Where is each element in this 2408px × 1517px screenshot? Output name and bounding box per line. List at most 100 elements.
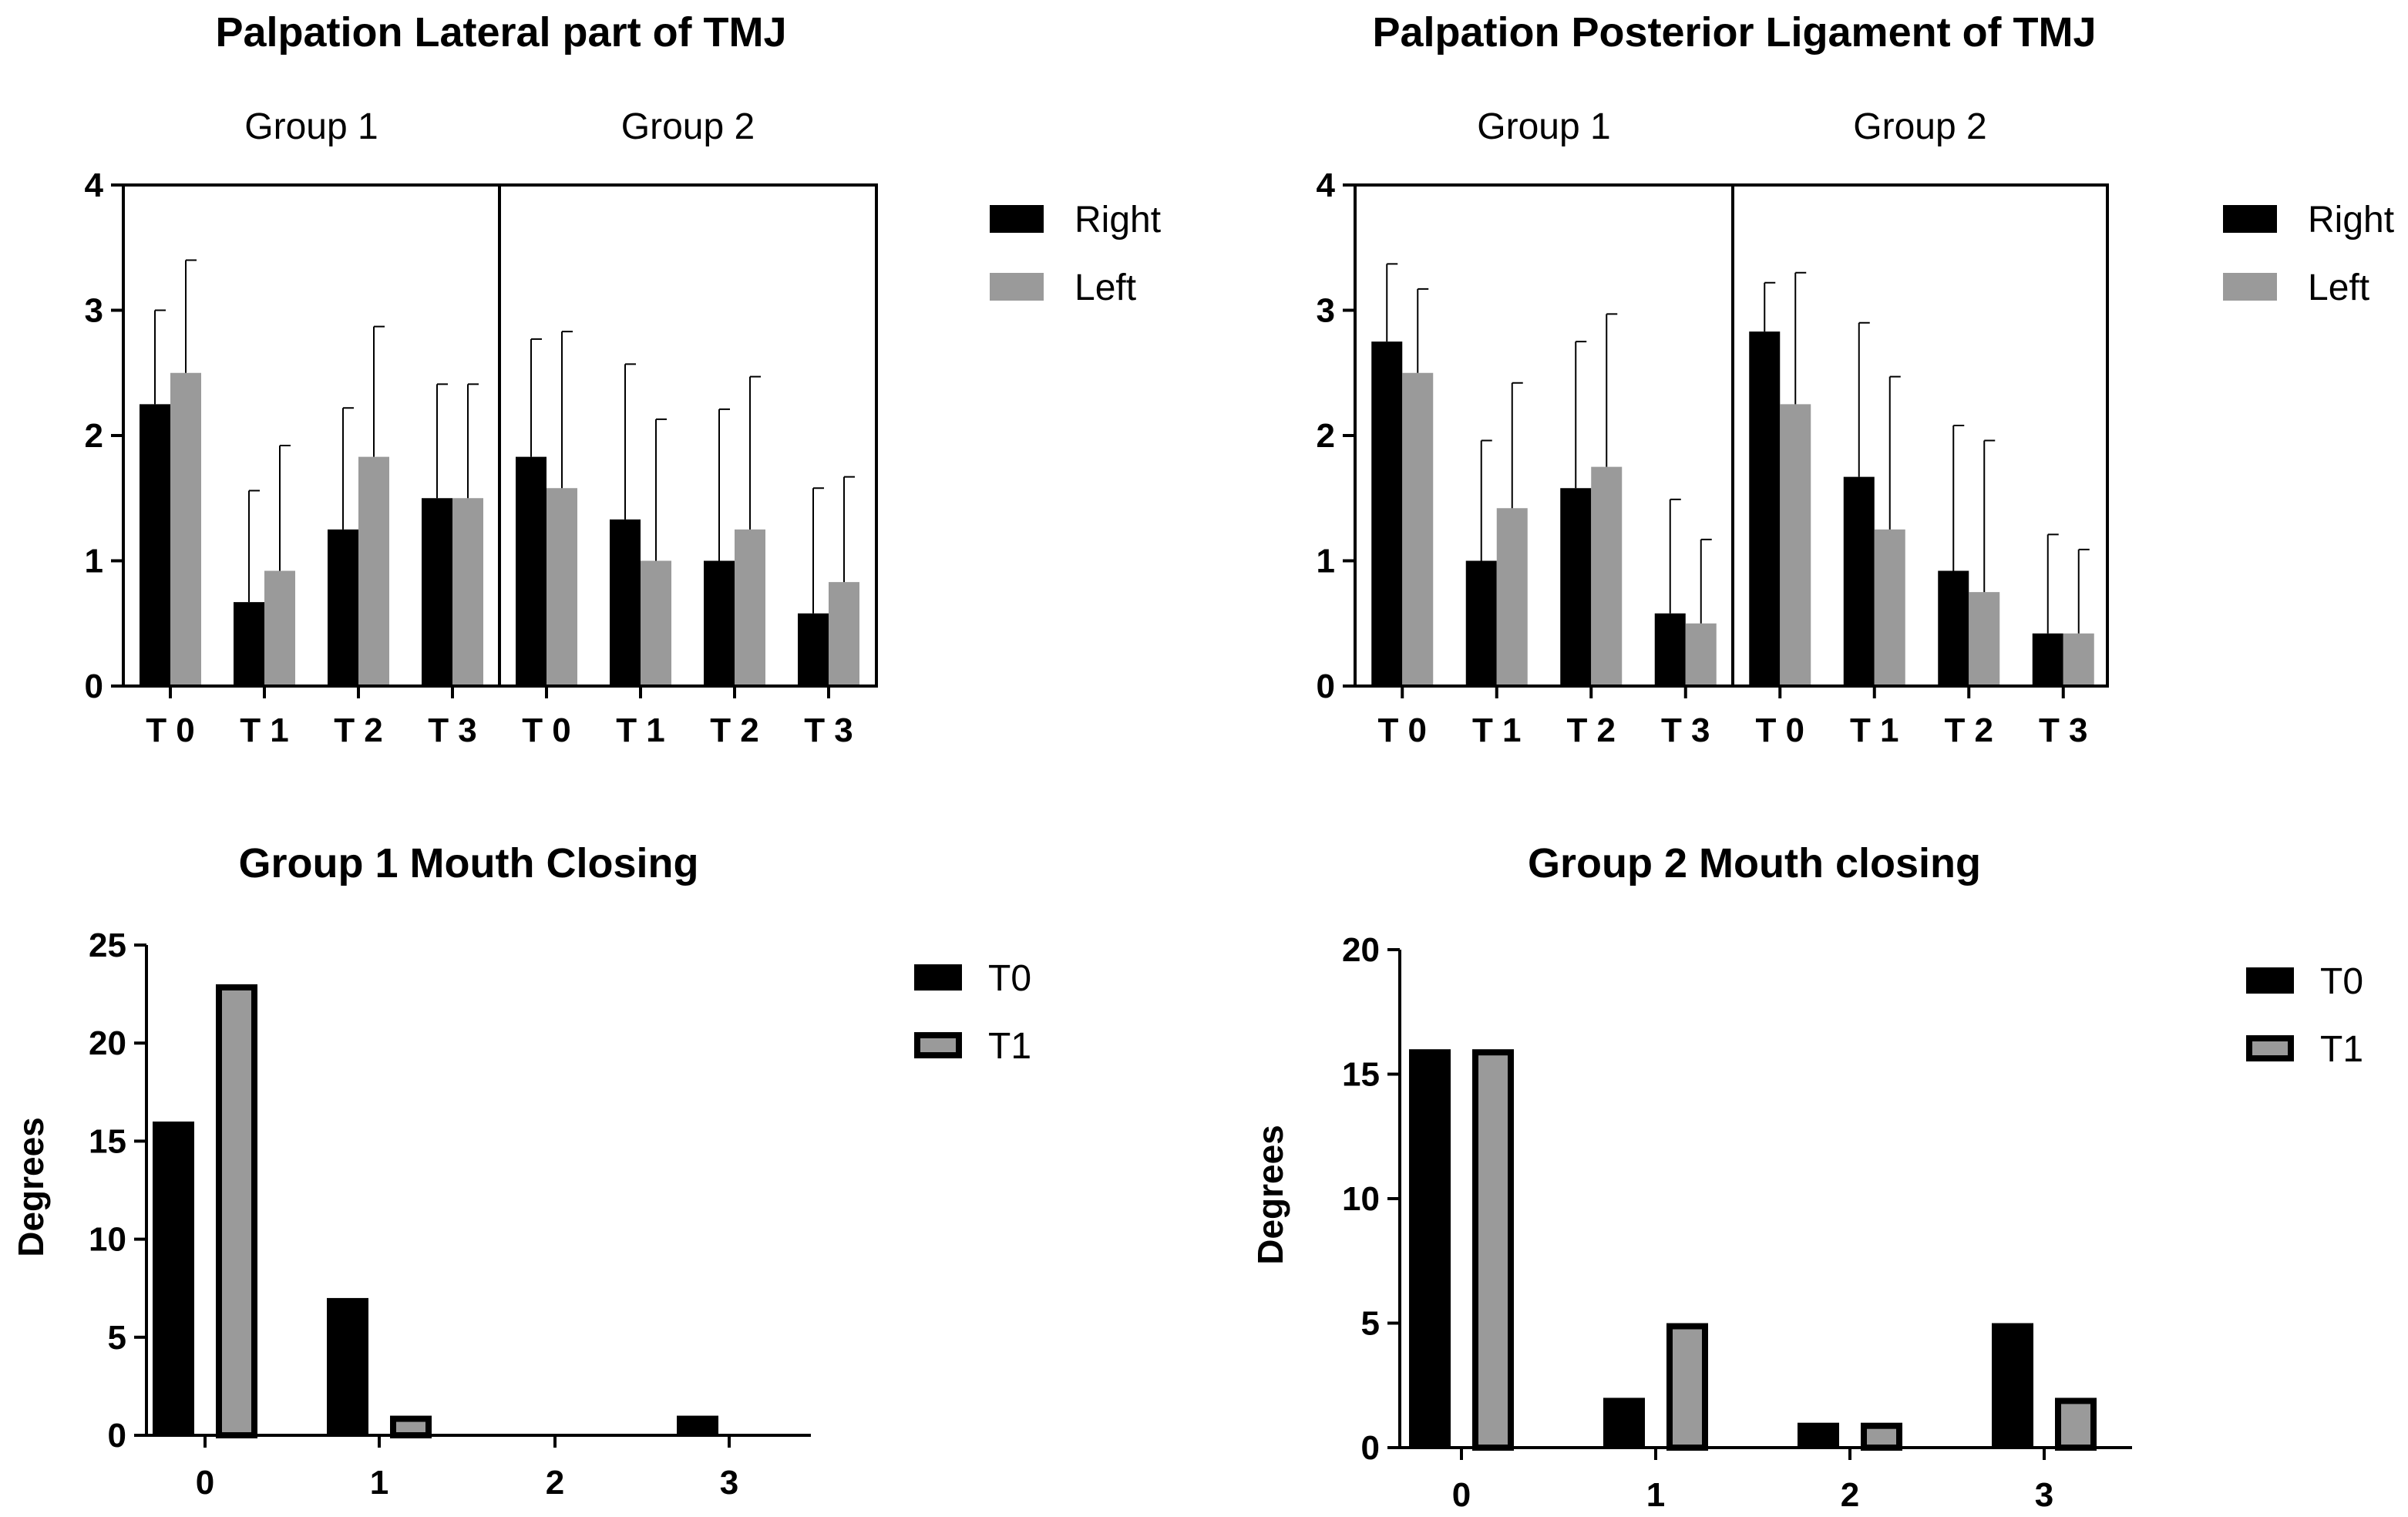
panel-a-bar-left [170, 372, 201, 686]
panel-b-bar-left [1969, 592, 2000, 686]
panel-c-y-axis-label: Degrees [11, 1117, 51, 1257]
panel-c-bar-t0 [153, 1121, 194, 1435]
panel-b-ytick-label: 0 [1317, 668, 1335, 705]
panel-a-xtick-label: T 2 [710, 711, 759, 749]
panel-b-bar-right [1560, 488, 1592, 686]
panel-c-ytick-label: 20 [89, 1024, 126, 1062]
panel-d-legend-swatch [2246, 1035, 2294, 1061]
panel-d-bar-t0 [1798, 1422, 1839, 1448]
panel-d-xtick-label: 3 [2035, 1476, 2053, 1514]
panel-d-title: Group 2 Mouth closing [1528, 840, 1981, 886]
panel-a-bar-right [422, 498, 452, 686]
panel-d: Group 2 Mouth closing Degrees 0 5 10 15 20 0 1 2 3… [1250, 840, 2363, 1514]
panel-b-group-frame [1731, 183, 2109, 688]
panel-c-legend-swatch [914, 1032, 962, 1058]
panel-b-legend-swatch [2223, 273, 2277, 301]
panel-b-xtick-label: T 2 [1566, 711, 1616, 749]
panel-a-bar-left [452, 498, 483, 686]
panel-b-bar-left [1874, 529, 1905, 686]
panel-b-group-label: Group 1 [1477, 106, 1610, 147]
panel-a-legend-swatch [990, 273, 1044, 301]
panel-a-legend-label: Left [1075, 267, 1136, 308]
panel-a-bar-left [735, 529, 765, 686]
panel-b-bar-right [1938, 570, 1969, 686]
panel-d-ytick-label: 20 [1342, 931, 1380, 969]
panel-b-group-label: Group 2 [1853, 106, 1986, 147]
panel-b-legend-swatch [2223, 205, 2277, 233]
panel-b-bar-right [1654, 613, 1686, 686]
panel-b-bar-left [1402, 372, 1434, 686]
panel-b-ytick-label: 3 [1317, 292, 1335, 330]
panel-b-bar-left [1685, 623, 1717, 686]
panel-a-xtick-label: T 2 [334, 711, 383, 749]
panel-c-ytick-label: 0 [108, 1417, 126, 1455]
panel-d-ytick-label: 0 [1361, 1429, 1380, 1467]
panel-a-bar-right [704, 560, 735, 686]
panel-a-group-frame [498, 183, 878, 688]
panel-a-bar-left [829, 582, 859, 686]
panel-a-bar-left [264, 570, 295, 686]
panel-b-bar-right [1749, 331, 1781, 686]
panel-b-ytick-label: 2 [1317, 417, 1335, 455]
panel-b-bar-left [1591, 466, 1623, 686]
panel-c-legend-label: T0 [988, 958, 1031, 999]
panel-d-bar-t0 [1992, 1323, 2033, 1448]
panel-b-xtick-label: T 3 [2039, 711, 2088, 749]
panel-c-title: Group 1 Mouth Closing [239, 840, 699, 886]
panel-a-group-label: Group 1 [244, 106, 378, 147]
panel-a-ytick-label: 2 [85, 417, 103, 455]
panel-a-ytick-label: 1 [85, 543, 103, 580]
panel-b-bar-right [1465, 560, 1497, 686]
panel-c-xtick-label: 3 [720, 1464, 738, 1502]
panel-b-ytick-label: 4 [1317, 166, 1336, 204]
panel-a-xtick-label: T 3 [804, 711, 853, 749]
panel-a-ytick-label: 4 [85, 166, 104, 204]
panel-a-xtick-label: T 0 [522, 711, 571, 749]
panel-a-bar-right [610, 519, 641, 686]
panel-c-ytick-label: 10 [89, 1221, 126, 1259]
panel-c-ytick-label: 5 [108, 1319, 126, 1357]
panel-a-bar-right [798, 613, 829, 686]
panel-b-xtick-label: T 0 [1755, 711, 1804, 749]
panel-b-ytick-label: 1 [1317, 543, 1335, 580]
panel-b-xtick-label: T 2 [1944, 711, 1993, 749]
panel-c-xtick-label: 1 [370, 1464, 388, 1502]
panel-d-bar-t1 [2055, 1398, 2097, 1451]
panel-b-title: Palpation Posterior Ligament of TMJ [1372, 9, 2096, 56]
panel-d-legend-swatch [2246, 967, 2294, 994]
panel-b-legend-label: Right [2308, 200, 2394, 240]
panel-d-xtick-label: 1 [1646, 1476, 1665, 1514]
panel-a-xtick-label: T 1 [240, 711, 289, 749]
panel-a-bar-right [234, 602, 264, 686]
panel-b-xtick-label: T 0 [1377, 711, 1427, 749]
panel-d-ytick-label: 10 [1342, 1180, 1380, 1218]
panel-d-bar-t1 [1472, 1049, 1514, 1451]
panel-b-xtick-label: T 1 [1472, 711, 1522, 749]
panel-b-bar-left [1780, 404, 1811, 686]
panel-d-ytick-label: 15 [1342, 1056, 1380, 1094]
panel-a-legend-swatch [990, 205, 1044, 233]
panel-a-xtick-label: T 1 [616, 711, 665, 749]
panel-c-bar-t0 [327, 1297, 368, 1435]
panel-d-bar-t0 [1409, 1049, 1451, 1448]
panel-a-legend-label: Right [1075, 200, 1161, 240]
panel-c: Group 1 Mouth Closing Degrees 0 5 10 15 20 25 0 1… [11, 840, 1031, 1502]
panel-c-bar-t1 [216, 984, 257, 1438]
panel-c-ytick-label: 25 [89, 927, 126, 964]
panel-c-bar-t0 [677, 1415, 718, 1435]
panel-c-ytick-label: 15 [89, 1122, 126, 1160]
panel-b: Palpation Posterior Ligament of TMJ Group… [1317, 9, 2395, 749]
panel-b-bar-left [2063, 633, 2094, 686]
panel-d-bar-t1 [1861, 1422, 1902, 1451]
panel-b-xtick-label: T 1 [1850, 711, 1899, 749]
panel-a-bar-left [358, 456, 389, 686]
panel-a-ytick-label: 3 [85, 292, 103, 330]
panel-c-legend-swatch [914, 964, 962, 991]
panel-a: Palpation Lateral part of TMJ Group 1 Grou… [85, 9, 1162, 749]
panel-a-title: Palpation Lateral part of TMJ [215, 9, 786, 56]
panel-c-xtick-label: 0 [196, 1464, 214, 1502]
panel-b-bar-left [1496, 508, 1528, 686]
panel-c-legend-label: T1 [988, 1026, 1031, 1067]
panel-a-xtick-label: T 3 [428, 711, 477, 749]
